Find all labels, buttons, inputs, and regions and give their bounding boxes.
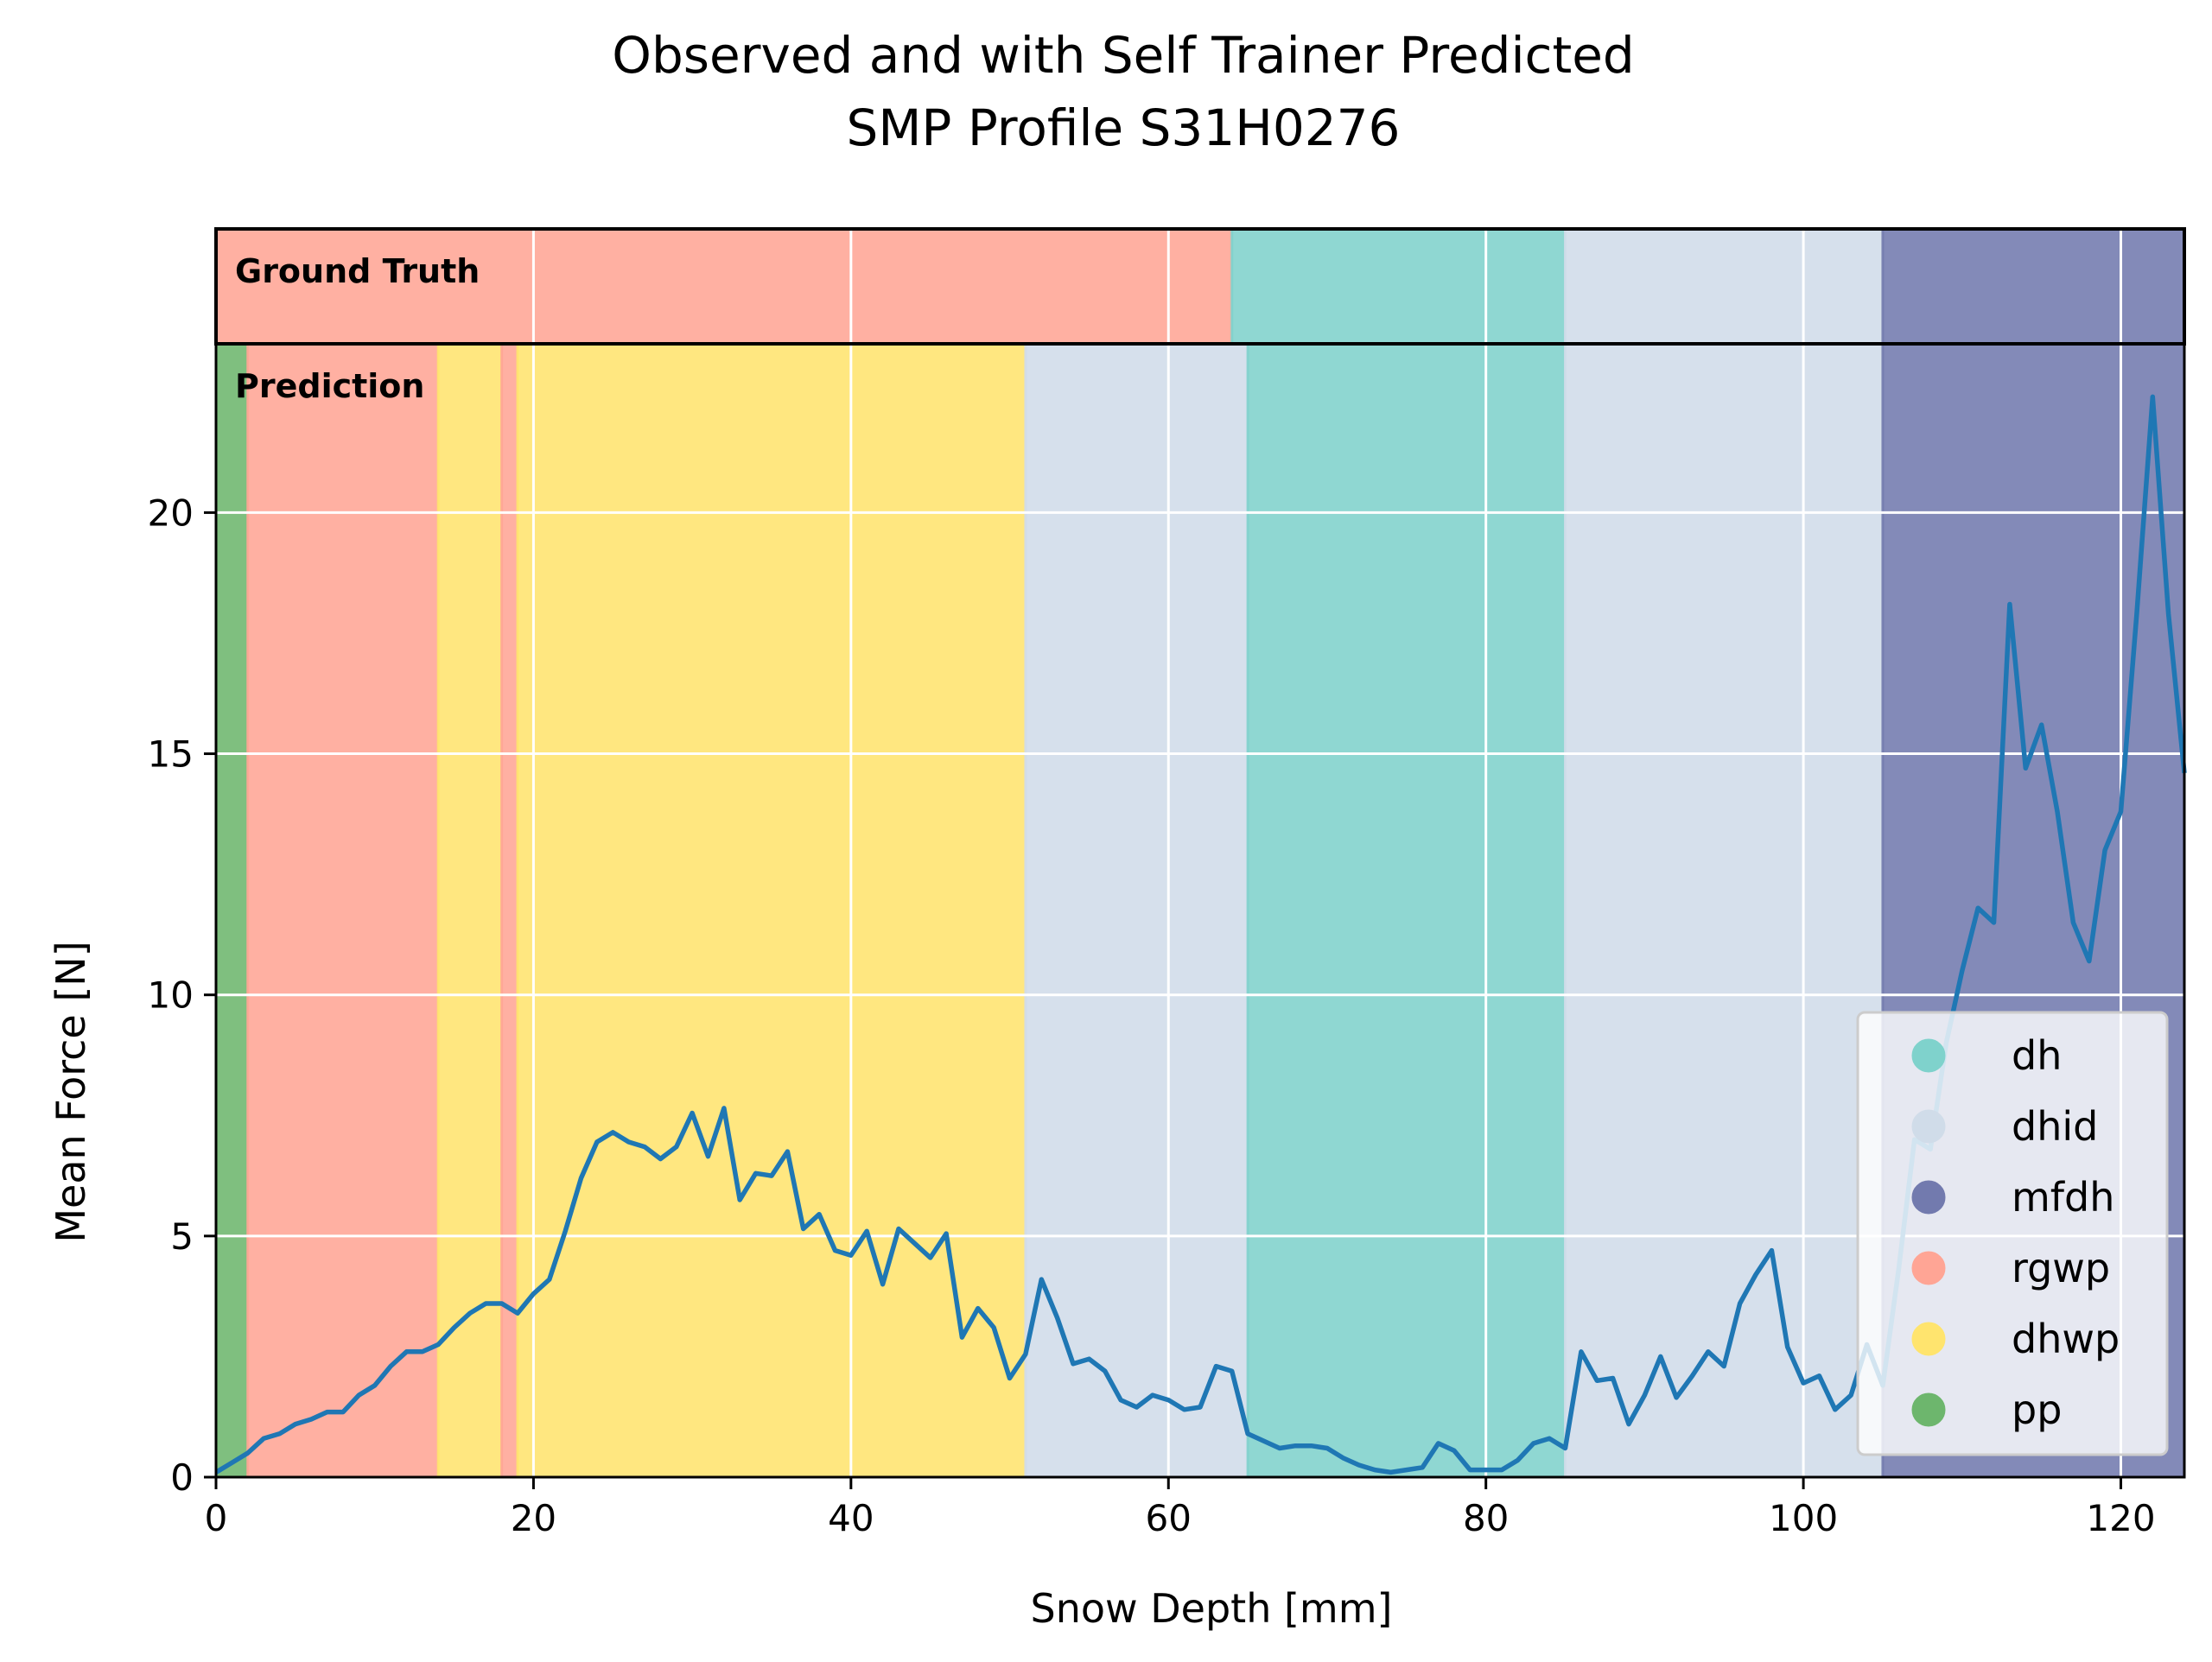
y-tick-label: 20 — [148, 492, 194, 534]
prediction-segment-pp — [216, 344, 248, 1477]
y-tick-label: 0 — [170, 1456, 194, 1499]
x-tick-label: 40 — [828, 1497, 874, 1539]
x-tick-label: 0 — [205, 1497, 228, 1539]
x-axis-label: Snow Depth [mm] — [1031, 1585, 1393, 1632]
legend-marker-mfdh — [1911, 1180, 1946, 1215]
ground-truth-segment-dhid — [1565, 229, 1883, 344]
legend-marker-pp — [1911, 1392, 1946, 1427]
ground-truth-segment-rgwp — [216, 229, 1232, 344]
legend-label-dhwp: dhwp — [2012, 1316, 2120, 1362]
y-tick-label: 15 — [148, 733, 194, 776]
legend-label-pp: pp — [2012, 1386, 2062, 1433]
prediction-segment-dhwp — [518, 344, 1026, 1477]
chart-title-line-2: SMP Profile S31H0276 — [847, 98, 1401, 157]
legend-label-mfdh: mfdh — [2012, 1174, 2114, 1221]
ground-truth-segment-dh — [1231, 229, 1566, 344]
prediction-segment-dh — [1248, 344, 1566, 1477]
legend-marker-dhwp — [1911, 1322, 1946, 1356]
prediction-segment-rgwp — [501, 344, 518, 1477]
legend-label-dhid: dhid — [2012, 1103, 2098, 1150]
x-tick-label: 80 — [1463, 1497, 1509, 1539]
legend-marker-dhid — [1911, 1109, 1946, 1144]
ground-truth-segment-mfdh — [1882, 229, 2184, 344]
legend-label-dh: dh — [2012, 1032, 2062, 1079]
x-tick-label: 60 — [1146, 1497, 1192, 1539]
prediction-segment-dhwp — [438, 344, 502, 1477]
prediction-segment-dhid — [1025, 344, 1249, 1477]
y-axis-label: Mean Force [N] — [48, 941, 94, 1242]
prediction-segment-dhid — [1565, 344, 1883, 1477]
ground-truth-label: Ground Truth — [235, 252, 480, 290]
legend-marker-dh — [1911, 1038, 1946, 1073]
chart-title-line-1: Observed and with Self Trainer Predicted — [612, 26, 1634, 85]
y-tick-label: 10 — [148, 974, 194, 1017]
prediction-label: Prediction — [235, 367, 424, 405]
x-tick-label: 120 — [2086, 1497, 2155, 1539]
axes-frame — [214, 227, 2186, 1479]
force-profile-line — [214, 394, 2187, 1475]
legend-label-rgwp: rgwp — [2012, 1245, 2110, 1291]
x-tick-label: 100 — [1769, 1497, 1838, 1539]
legend-marker-rgwp — [1911, 1251, 1946, 1285]
x-tick-label: 20 — [511, 1497, 556, 1539]
y-tick-label: 5 — [170, 1215, 194, 1258]
prediction-segment-rgwp — [247, 344, 439, 1477]
